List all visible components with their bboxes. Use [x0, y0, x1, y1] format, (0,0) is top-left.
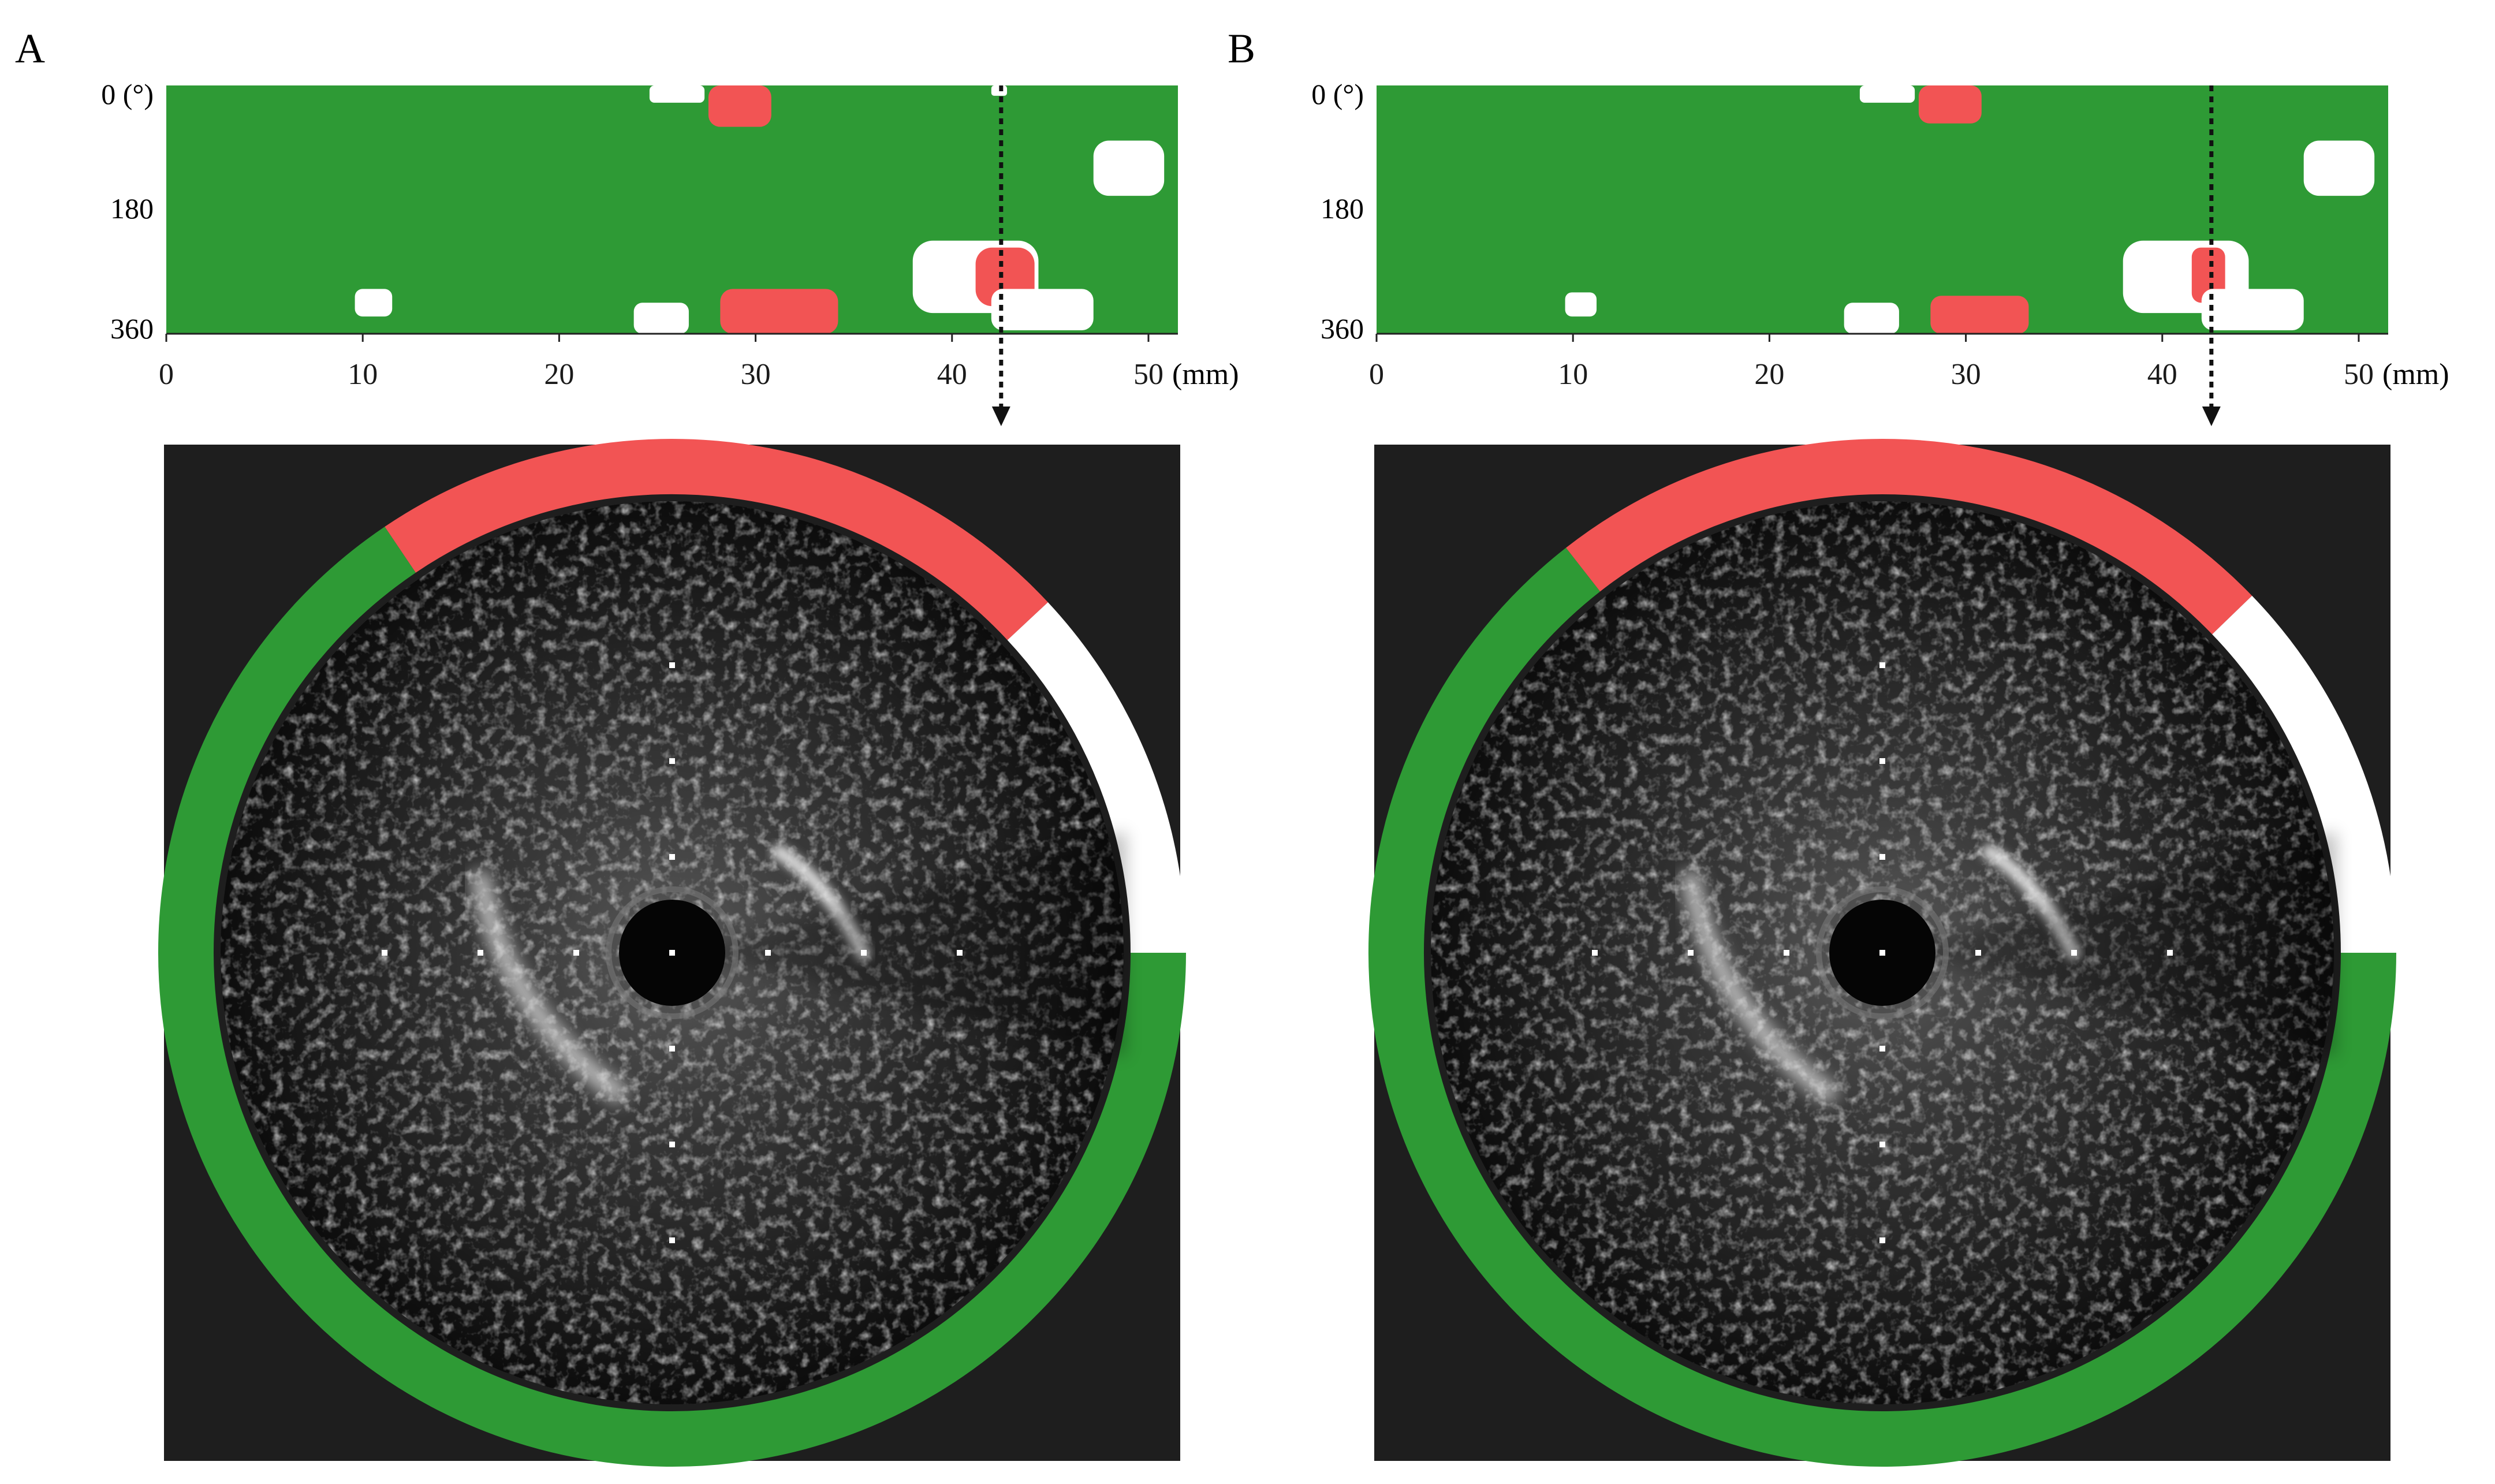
x-tick-label: 40 [2147, 358, 2177, 391]
red-region [1930, 296, 2029, 334]
red-region [708, 85, 771, 127]
x-tick-label: 10 [1558, 358, 1588, 391]
x-tick-label: 30 [741, 358, 771, 391]
plaque-ring [1368, 439, 2396, 1467]
arrow-head-icon [2202, 407, 2221, 426]
acoustic-shadow [687, 832, 1126, 1057]
pullback-position-pointer [991, 85, 1010, 426]
calibration-marks [382, 662, 963, 1243]
calibration-dot [1879, 758, 1885, 764]
calibration-dot [669, 1142, 675, 1147]
calibration-dot [957, 950, 963, 956]
y-tick-label: 180 [110, 192, 154, 225]
red-ring-segment [1566, 439, 2252, 635]
x-tick-label: 50 [2344, 358, 2374, 391]
white-region [633, 303, 689, 334]
x-tick-label: 10 [348, 358, 378, 391]
calibration-dot [2167, 950, 2173, 956]
ivus-cross-section [158, 439, 1186, 1467]
calibration-dot [1879, 854, 1885, 860]
white-region [1859, 85, 1915, 103]
plaque-ring [158, 439, 1186, 1467]
x-tick-label: 20 [544, 358, 574, 391]
calibration-dot [1879, 1046, 1885, 1052]
calibration-dot [1879, 1142, 1885, 1147]
red-ring-segment [385, 439, 1048, 640]
white-ring-segment [2212, 595, 2396, 953]
white-region [991, 289, 1094, 331]
white-region [355, 289, 393, 317]
green-ring-segment [158, 527, 1186, 1467]
x-tick-label: 0 [1369, 358, 1384, 391]
calibration-dot [765, 950, 771, 956]
calibration-dot [861, 950, 867, 956]
ivus-cross-section [1368, 439, 2396, 1467]
white-ring-segment [1007, 602, 1186, 953]
map-regions [355, 85, 1165, 334]
calibration-dot [1975, 950, 1981, 956]
calibration-dot [2071, 950, 2077, 956]
map-regions [1565, 85, 2375, 334]
angular-map: 0 (°) 180 360 0 10 20 30 40 50 (mm) [1311, 78, 2449, 426]
calibration-dot [669, 950, 675, 956]
panel-label: A [15, 25, 45, 72]
calibration-dot [669, 662, 675, 668]
x-tick-label: 20 [1754, 358, 1784, 391]
catheter-halo [606, 886, 739, 1019]
acoustic-shadow [1897, 832, 2336, 1057]
panel-b: B 0 (°) 180 360 0 10 20 30 40 50 (mm) [1228, 25, 2449, 1467]
x-tick-label: 30 [1951, 358, 1981, 391]
calibration-dot [669, 854, 675, 860]
calibration-dot [1879, 950, 1885, 956]
arrow-head-icon [991, 407, 1010, 426]
panel-label: B [1228, 25, 1255, 72]
y-tick-label: 360 [110, 312, 154, 345]
calibration-dot [1688, 950, 1694, 956]
y-tick-label: 0 (°) [1311, 78, 1364, 110]
calibration-dot [478, 950, 483, 956]
red-region [1918, 85, 1982, 124]
y-tick-label: 0 (°) [101, 78, 154, 110]
calibration-dot [573, 950, 579, 956]
y-tick-label: 360 [1321, 312, 1364, 345]
red-region [720, 289, 838, 334]
x-axis-unit: (mm) [2382, 358, 2449, 391]
white-region [1093, 140, 1165, 196]
calibration-dot [1592, 950, 1598, 956]
green-ring-segment [1368, 547, 2396, 1467]
calibration-dot [1879, 662, 1885, 668]
calcified-echo [1680, 870, 1840, 1105]
x-axis-unit: (mm) [1172, 358, 1239, 391]
white-region [2303, 140, 2375, 196]
calibration-dot [669, 1237, 675, 1243]
white-region [1565, 292, 1597, 317]
x-tick-label: 50 [1133, 358, 1163, 391]
catheter-halo [1816, 886, 1949, 1019]
x-tick-label: 0 [159, 358, 174, 391]
white-region [1844, 303, 1899, 334]
y-tick-label: 180 [1321, 192, 1364, 225]
x-axis-ticks: 0 10 20 30 40 50 [159, 333, 1178, 391]
pullback-position-pointer [2202, 85, 2221, 426]
calibration-dot [669, 1046, 675, 1052]
white-region [2201, 289, 2304, 331]
white-region [649, 85, 705, 103]
panel-a: A 0 (°) 180 360 0 10 20 30 40 50 (mm) [15, 25, 1239, 1467]
angular-map: 0 (°) 180 360 0 10 20 30 40 50 (mm) [101, 78, 1239, 426]
calibration-marks [1592, 662, 2173, 1243]
x-axis-ticks: 0 10 20 30 40 50 [1369, 333, 2388, 391]
calibration-dot [669, 758, 675, 764]
calcified-echo [469, 870, 629, 1105]
calibration-dot [382, 950, 387, 956]
calibration-dot [1784, 950, 1789, 956]
x-tick-label: 40 [937, 358, 967, 391]
calibration-dot [1879, 1237, 1885, 1243]
